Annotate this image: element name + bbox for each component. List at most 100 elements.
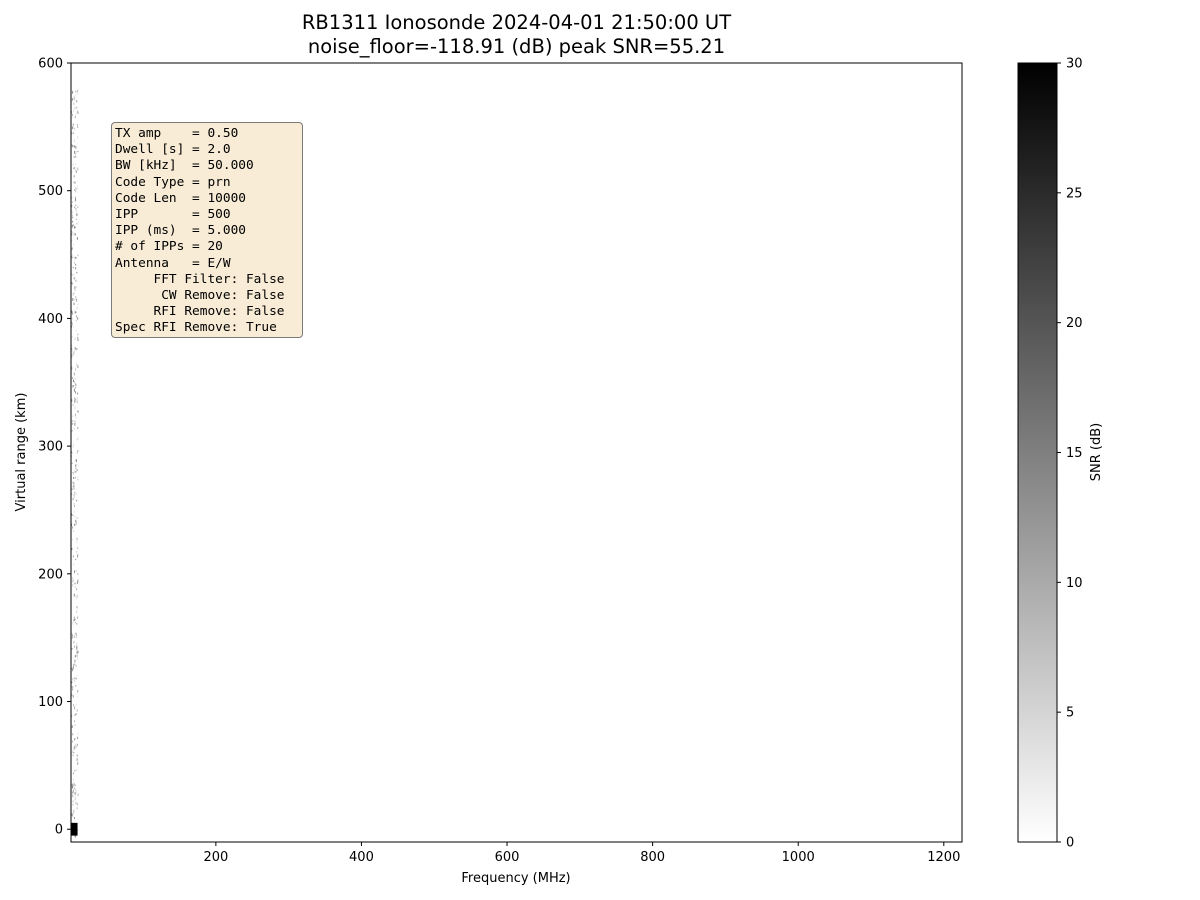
colorbar-tick-label: 10 [1066, 576, 1083, 591]
snr-speckle [73, 277, 75, 279]
snr-speckle [75, 280, 77, 282]
snr-speckle [72, 298, 74, 301]
snr-speckle [76, 363, 78, 367]
snr-speckle [76, 623, 78, 625]
snr-speckle [76, 588, 77, 591]
y-tick-label: 0 [55, 823, 63, 838]
snr-speckle [71, 256, 73, 258]
snr-speckle [74, 511, 76, 513]
snr-speckle [71, 322, 73, 324]
y-tick-label: 500 [38, 184, 63, 199]
snr-speckle [71, 231, 73, 233]
snr-speckle [72, 403, 74, 407]
snr-speckle [75, 632, 77, 635]
info-box-line: IPP (ms) = 5.000 [115, 223, 246, 239]
snr-speckle [77, 450, 79, 452]
snr-speckle [76, 315, 78, 318]
snr-speckle [71, 282, 73, 285]
snr-speckle [76, 637, 77, 638]
snr-speckle [72, 90, 74, 94]
snr-speckle [77, 111, 79, 114]
snr-speckle [75, 198, 77, 201]
snr-speckle [74, 523, 76, 526]
snr-speckle [72, 526, 73, 529]
snr-speckle [77, 690, 79, 692]
snr-speckle [71, 254, 73, 256]
snr-speckle [76, 617, 78, 619]
snr-speckle [71, 451, 73, 454]
snr-speckle [77, 615, 79, 618]
snr-speckle [73, 496, 75, 498]
snr-speckle [77, 206, 79, 208]
snr-speckle [77, 222, 79, 224]
snr-speckle [73, 482, 75, 485]
snr-speckle [77, 658, 79, 660]
snr-speckle [72, 445, 74, 448]
snr-speckle [74, 115, 76, 119]
snr-speckle [76, 754, 78, 757]
chart-title: RB1311 Ionosonde 2024-04-01 21:50:00 UT [301, 11, 732, 34]
snr-speckle [75, 743, 77, 747]
snr-speckle [74, 797, 76, 800]
snr-speckle [75, 99, 77, 102]
snr-speckle [77, 793, 79, 796]
x-axis-label: Frequency (MHz) [461, 871, 570, 886]
snr-speckle [74, 406, 76, 409]
snr-speckle [71, 693, 73, 697]
snr-speckle [72, 116, 74, 118]
snr-speckle [73, 739, 75, 741]
parameter-info-box: TX amp = 0.50 Dwell [s] = 2.0 BW [kHz] = 5… [111, 122, 303, 338]
snr-speckle [71, 98, 73, 101]
snr-speckle [75, 378, 76, 380]
snr-speckle [75, 151, 77, 154]
colorbar [1017, 62, 1058, 843]
snr-speckle [72, 791, 74, 794]
snr-speckle [72, 126, 74, 130]
snr-speckle [73, 704, 74, 707]
snr-speckle [76, 642, 78, 646]
snr-speckle [74, 706, 76, 710]
snr-speckle [76, 517, 78, 519]
snr-speckle [71, 247, 73, 249]
snr-speckle [73, 751, 75, 754]
snr-speckle [75, 169, 77, 172]
snr-speckle [76, 546, 78, 549]
snr-speckle [73, 302, 75, 306]
snr-speckle [71, 420, 73, 422]
snr-speckle [74, 337, 76, 340]
snr-speckle [71, 488, 73, 490]
snr-speckle [73, 175, 75, 178]
snr-speckle [72, 579, 74, 583]
snr-speckle [76, 610, 78, 613]
snr-speckle [71, 248, 73, 250]
snr-speckle [71, 399, 73, 402]
snr-speckle [72, 580, 74, 583]
snr-speckle [73, 593, 75, 597]
snr-speckle [76, 696, 78, 698]
snr-speckle [77, 581, 79, 584]
y-tick-label: 400 [38, 312, 63, 327]
snr-speckle [75, 204, 77, 206]
snr-speckle [75, 170, 77, 173]
snr-speckle [71, 423, 73, 425]
snr-speckle [74, 645, 75, 649]
snr-speckle [72, 452, 74, 454]
snr-speckle [76, 541, 78, 544]
snr-speckle [74, 200, 76, 202]
snr-speckle [74, 261, 75, 264]
snr-speckle [75, 417, 77, 419]
snr-speckle [75, 218, 77, 220]
colorbar-tick-label: 30 [1066, 57, 1083, 72]
snr-speckle [76, 594, 78, 598]
snr-speckle [77, 303, 79, 305]
snr-speckle [71, 356, 73, 359]
snr-speckle [72, 266, 74, 269]
snr-speckle [74, 127, 76, 130]
snr-speckle [74, 570, 75, 574]
info-box-line: Code Len = 10000 [115, 190, 246, 206]
snr-speckle [72, 688, 74, 691]
snr-speckle [73, 443, 75, 445]
snr-speckle [72, 754, 74, 757]
snr-speckle [71, 310, 73, 313]
snr-speckle [75, 596, 77, 600]
